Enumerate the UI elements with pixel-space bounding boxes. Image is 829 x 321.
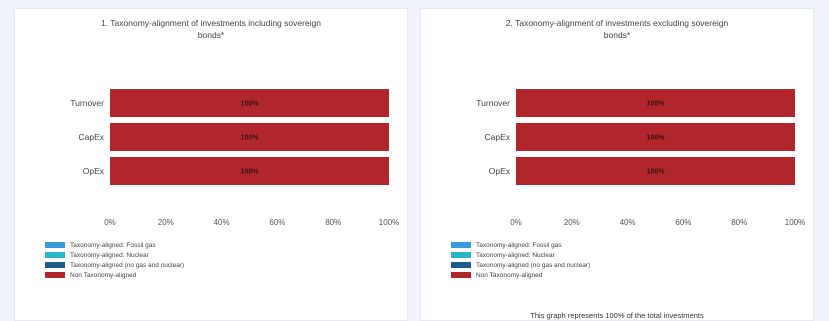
x-tick-label: 0% (104, 218, 116, 227)
data-label: 100% (647, 101, 666, 108)
legend: Taxonomy-aligned: Fossil gas Taxonomy-al… (45, 240, 184, 280)
legend-item-fossil-gas: Taxonomy-aligned: Fossil gas (45, 240, 184, 250)
data-label: 100% (647, 169, 666, 176)
x-tick-label: 0% (510, 218, 522, 227)
bar-chart: Turnover 100% CapEx 100% OpEx 100% 0% 20% 40% 60%… (70, 89, 399, 227)
bar-segment (516, 157, 795, 185)
legend-swatch-fossil-gas (45, 242, 65, 248)
bar-segment (110, 157, 389, 185)
category-label: Turnover (476, 98, 510, 108)
bar-segment (516, 123, 795, 151)
legend-label: Non Taxonomy-aligned (476, 271, 543, 279)
x-tick-label: 100% (785, 218, 805, 227)
legend-swatch-fossil-gas (451, 242, 471, 248)
graph-note: This graph represents 100% of the total … (530, 311, 704, 320)
x-tick-label: 60% (675, 218, 691, 227)
legend: Taxonomy-aligned: Fossil gas Taxonomy-al… (451, 240, 590, 280)
legend-swatch-aligned-other (45, 262, 65, 268)
x-tick-label: 100% (379, 218, 399, 227)
bar-segment (110, 89, 389, 117)
chart-title: 2. Taxonomy-alignment of investments exc… (505, 18, 729, 40)
category-label: OpEx (83, 166, 105, 176)
bar-chart: Turnover 100% CapEx 100% OpEx 100% 0% 20% 40% 60%… (476, 89, 805, 227)
legend-item-nuclear: Taxonomy-aligned: Nuclear (451, 250, 590, 260)
chart-panel-excluding-sovereign-bonds: 2. Taxonomy-alignment of investments exc… (420, 8, 814, 321)
x-tick-label: 80% (325, 218, 341, 227)
chart-panel-including-sovereign-bonds: 1. Taxonomy-alignment of investments inc… (14, 8, 408, 321)
category-label: OpEx (489, 166, 511, 176)
legend-item-aligned-other: Taxonomy-aligned (no gas and nuclear) (451, 260, 590, 270)
data-label: 100% (241, 135, 260, 142)
legend-label: Taxonomy-aligned: Nuclear (476, 251, 555, 259)
x-tick-label: 20% (564, 218, 580, 227)
category-label: CapEx (484, 132, 510, 142)
category-label: Turnover (70, 98, 104, 108)
x-tick-label: 60% (269, 218, 285, 227)
legend-label: Taxonomy-aligned: Nuclear (70, 251, 149, 259)
category-label: CapEx (78, 132, 104, 142)
x-tick-label: 80% (731, 218, 747, 227)
data-label: 100% (241, 101, 260, 108)
legend-item-aligned-other: Taxonomy-aligned (no gas and nuclear) (45, 260, 184, 270)
legend-label: Non Taxonomy-aligned (70, 271, 137, 279)
legend-swatch-non-aligned (45, 272, 65, 278)
legend-swatch-non-aligned (451, 272, 471, 278)
legend-label: Taxonomy-aligned (no gas and nuclear) (70, 261, 185, 269)
x-tick-label: 40% (214, 218, 230, 227)
legend-item-non-aligned: Non Taxonomy-aligned (45, 270, 184, 280)
legend-label: Taxonomy-aligned: Fossil gas (476, 241, 562, 249)
legend-swatch-nuclear (45, 252, 65, 258)
legend-item-nuclear: Taxonomy-aligned: Nuclear (45, 250, 184, 260)
x-tick-label: 40% (620, 218, 636, 227)
x-tick-label: 20% (158, 218, 174, 227)
legend-swatch-aligned-other (451, 262, 471, 268)
legend-swatch-nuclear (451, 252, 471, 258)
data-label: 100% (241, 169, 260, 176)
legend-label: Taxonomy-aligned (no gas and nuclear) (476, 261, 591, 269)
data-label: 100% (647, 135, 666, 142)
legend-item-non-aligned: Non Taxonomy-aligned (451, 270, 590, 280)
legend-label: Taxonomy-aligned: Fossil gas (70, 241, 156, 249)
bar-segment (516, 89, 795, 117)
bar-segment (110, 123, 389, 151)
legend-item-fossil-gas: Taxonomy-aligned: Fossil gas (451, 240, 590, 250)
chart-title: 1. Taxonomy-alignment of investments inc… (100, 18, 322, 40)
